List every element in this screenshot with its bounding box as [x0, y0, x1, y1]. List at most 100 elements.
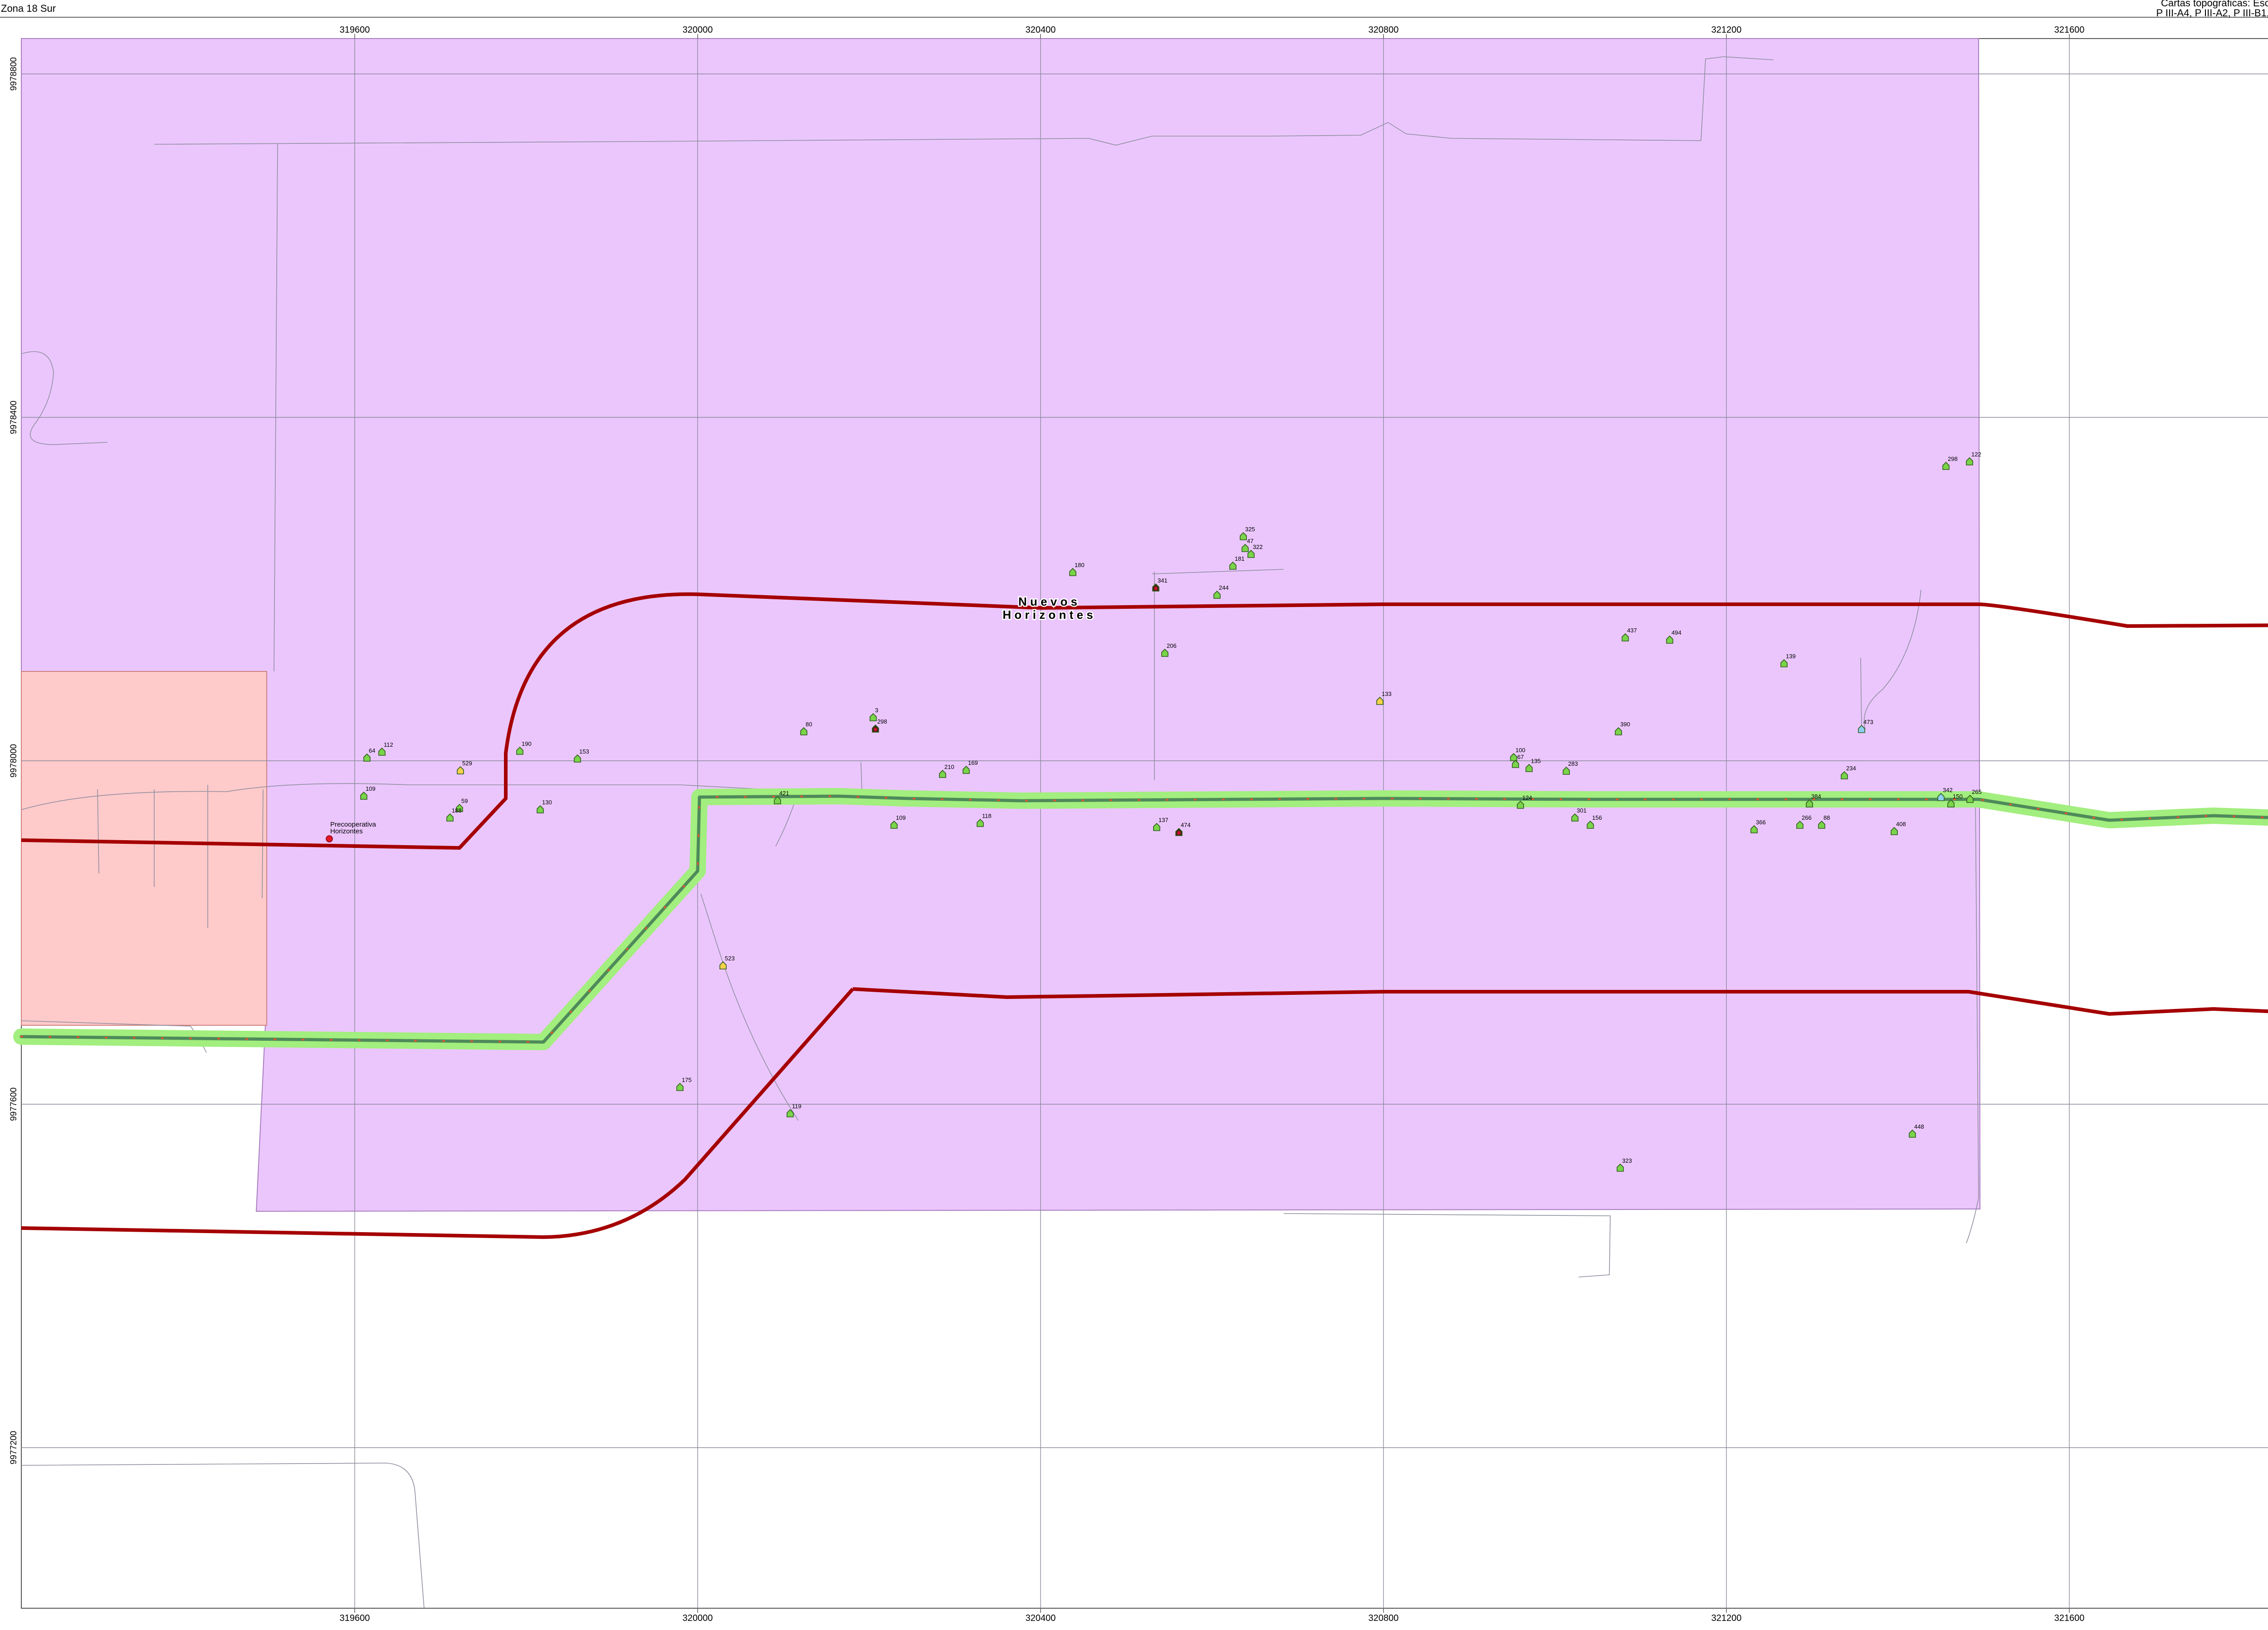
house-marker-label: 301 [1577, 807, 1587, 814]
house-marker[interactable]: 139 [1780, 653, 1796, 667]
house-marker[interactable]: 109 [890, 814, 906, 829]
house-marker[interactable]: 47 [1242, 538, 1253, 552]
house-marker-label: 150 [1953, 793, 1963, 800]
place-label-horizontes: H o r i z o n t e s [1002, 608, 1093, 622]
house-marker[interactable]: 190 [516, 740, 532, 755]
house-marker[interactable]: 265 [1966, 788, 1982, 803]
house-icon [1240, 532, 1247, 540]
house-marker[interactable]: 234 [1841, 765, 1856, 779]
house-marker[interactable]: 529 [457, 760, 472, 774]
house-marker[interactable]: 448 [1909, 1123, 1924, 1138]
house-marker[interactable]: 137 [1153, 817, 1168, 831]
house-marker[interactable]: 135 [1525, 758, 1541, 772]
house-marker[interactable]: 301 [1571, 807, 1587, 822]
precooperativa-label-line2: Horizontes [330, 827, 363, 835]
map-sheet-info: Cartas topográficas: Escala 1:50 P III-A… [2156, 0, 2268, 18]
house-marker[interactable]: 494 [1666, 629, 1681, 644]
house-marker[interactable]: 421 [774, 790, 789, 804]
house-icon [1229, 561, 1237, 570]
house-icon [1909, 1129, 1916, 1138]
x-label-bottom: 319600 [340, 1613, 370, 1623]
house-marker[interactable]: 88 [1818, 814, 1830, 829]
house-marker[interactable]: 130 [537, 799, 552, 813]
house-marker[interactable]: 210 [939, 764, 954, 778]
house-icon [1806, 799, 1813, 808]
house-marker[interactable]: 175 [676, 1077, 692, 1091]
house-marker-label: 448 [1914, 1123, 1924, 1130]
y-label-left: 9978000 [9, 744, 19, 778]
house-marker[interactable]: 64 [363, 747, 375, 762]
house-marker[interactable]: 169 [963, 759, 978, 774]
house-marker[interactable]: 153 [574, 748, 589, 763]
house-marker[interactable]: 408 [1891, 821, 1906, 835]
house-marker-label: 119 [792, 1103, 802, 1110]
pink-zone-polygon [21, 671, 267, 1026]
x-label-bottom: 321200 [1711, 1613, 1742, 1623]
x-label-top: 321200 [1711, 25, 1742, 35]
house-marker[interactable]: 474 [1175, 822, 1191, 836]
precooperativa-label: Precooperativa Horizontes [330, 821, 376, 835]
house-icon [1617, 1163, 1624, 1172]
house-marker[interactable]: 206 [1161, 642, 1177, 657]
house-marker-label: 523 [725, 955, 735, 962]
house-marker[interactable]: 298 [872, 718, 887, 733]
house-marker[interactable]: 342 [1937, 787, 1953, 801]
house-marker[interactable]: 323 [1617, 1157, 1632, 1172]
house-marker[interactable]: 67 [1512, 754, 1524, 768]
house-marker[interactable]: 150 [1947, 793, 1963, 808]
house-marker-label: 366 [1756, 819, 1766, 826]
house-marker[interactable]: 298 [1942, 455, 1958, 470]
precooperativa-point[interactable] [326, 835, 333, 842]
house-marker[interactable]: 181 [1229, 555, 1245, 570]
y-label-left: 9978800 [9, 57, 19, 91]
house-marker[interactable]: 341 [1152, 577, 1168, 592]
house-marker[interactable]: 59 [456, 798, 468, 812]
house-icon [1858, 724, 1865, 733]
house-marker[interactable]: 325 [1240, 526, 1255, 540]
house-marker[interactable]: 266 [1796, 814, 1812, 829]
x-label-bottom: 321600 [2054, 1613, 2085, 1623]
house-marker-label: 341 [1158, 577, 1168, 584]
house-marker[interactable]: 366 [1750, 819, 1766, 833]
house-marker[interactable]: 3 [870, 707, 878, 721]
house-marker-label: 109 [366, 785, 376, 792]
house-marker[interactable]: 244 [1213, 584, 1229, 599]
house-marker-label: 80 [806, 721, 812, 728]
house-marker[interactable]: 119 [787, 1103, 802, 1117]
y-label-left: 9977600 [9, 1087, 19, 1121]
house-marker[interactable]: 283 [1563, 760, 1578, 775]
house-icon [1942, 461, 1950, 470]
house-marker[interactable]: 473 [1858, 719, 1873, 733]
house-marker[interactable]: 384 [1806, 793, 1821, 808]
house-icon [787, 1109, 794, 1117]
house-marker-label: 47 [1247, 538, 1253, 544]
house-marker[interactable]: 80 [800, 721, 812, 735]
house-marker[interactable]: 523 [719, 955, 735, 969]
house-marker[interactable]: 100 [1510, 747, 1525, 761]
house-marker[interactable]: 118 [977, 813, 992, 827]
house-marker[interactable]: 390 [1615, 721, 1630, 735]
house-marker[interactable]: 437 [1622, 627, 1637, 641]
house-marker[interactable]: 156 [1587, 814, 1602, 829]
house-marker-label: 390 [1620, 721, 1630, 728]
house-icon [1069, 568, 1076, 576]
x-label-bottom: 320800 [1369, 1613, 1399, 1623]
house-marker[interactable]: 112 [378, 741, 393, 756]
house-marker-label: 529 [462, 760, 472, 767]
house-marker[interactable]: 188 [446, 807, 462, 822]
house-icon [1571, 813, 1579, 822]
house-marker[interactable]: 124 [1517, 794, 1532, 809]
house-marker-label: 210 [944, 764, 954, 770]
house-marker[interactable]: 109 [360, 785, 376, 800]
sheet-list: P III-A4, P III-A2, P III-B1, P III-B3 [2156, 7, 2268, 19]
x-label-top: 321600 [2054, 25, 2085, 35]
x-label-top: 320400 [1026, 25, 1056, 35]
house-marker[interactable]: 180 [1069, 562, 1085, 576]
house-marker-label: 100 [1515, 747, 1525, 754]
house-marker-label: 342 [1943, 787, 1953, 793]
house-marker[interactable]: 122 [1966, 451, 1981, 465]
house-marker-label: 175 [682, 1077, 692, 1083]
house-marker[interactable]: 133 [1376, 690, 1392, 705]
house-marker[interactable]: 322 [1247, 543, 1263, 558]
